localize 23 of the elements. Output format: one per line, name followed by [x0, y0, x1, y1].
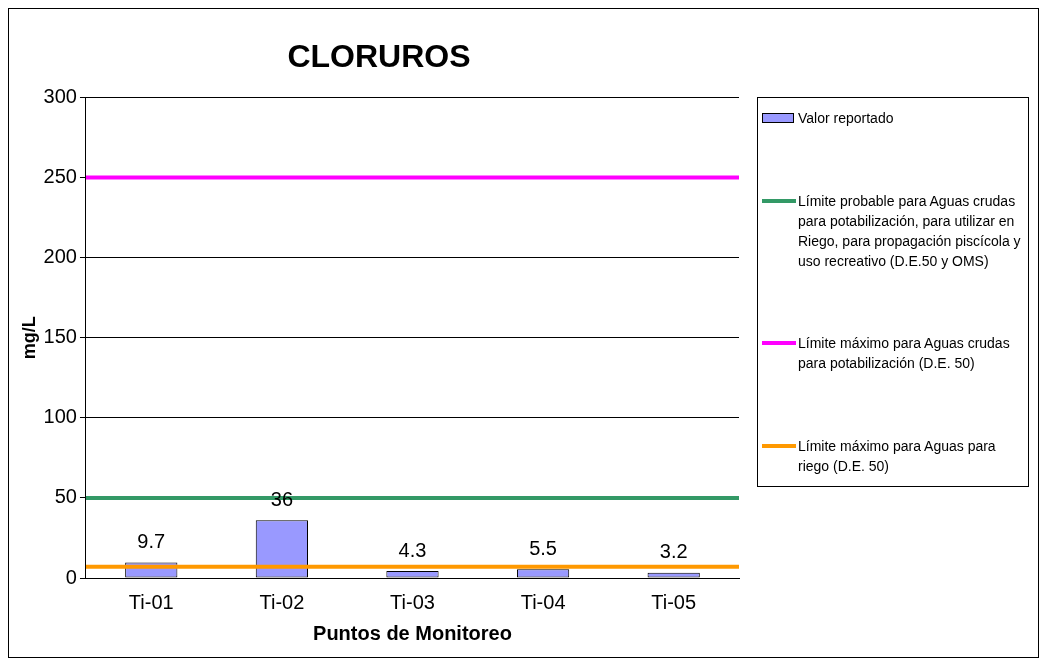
x-tick-label: Ti-03 [390, 590, 435, 613]
x-tick-label: Ti-01 [128, 590, 174, 613]
x-tick-label: Ti-04 [520, 590, 566, 613]
legend-label: Límite probable para Aguas crudas para potabilización, para utilizar en Riego, para propagación piscícola y uso recreativo (D.E.50 y OMS) [798, 191, 1022, 271]
chart-title: CLORUROS [287, 38, 471, 75]
legend-label: Valor reportado [798, 109, 894, 128]
data-label: 4.3 [398, 538, 427, 561]
y-axis-title: mg/L [18, 316, 39, 360]
y-tick-label: 100 [43, 405, 77, 428]
legend-label: Límite máximo para Aguas crudas para potabilización (D.E. 50) [798, 334, 1011, 374]
y-tick-label: 150 [43, 325, 77, 348]
x-axis-title: Puntos de Monitoreo [313, 621, 512, 644]
data-label: 9.7 [137, 529, 166, 552]
y-tick-label: 200 [43, 245, 77, 268]
y-tick-label: 50 [54, 485, 77, 508]
y-tick-label: 250 [43, 165, 77, 188]
y-tick-label: 0 [65, 565, 77, 588]
data-label: 3.2 [659, 540, 688, 563]
legend-label: Límite máximo para Aguas para riego (D.E. 50) [798, 436, 997, 476]
data-label: 5.5 [529, 536, 557, 559]
x-tick-label: Ti-05 [651, 590, 697, 613]
x-tick-label: Ti-02 [259, 590, 305, 613]
y-tick-label: 300 [43, 84, 77, 107]
